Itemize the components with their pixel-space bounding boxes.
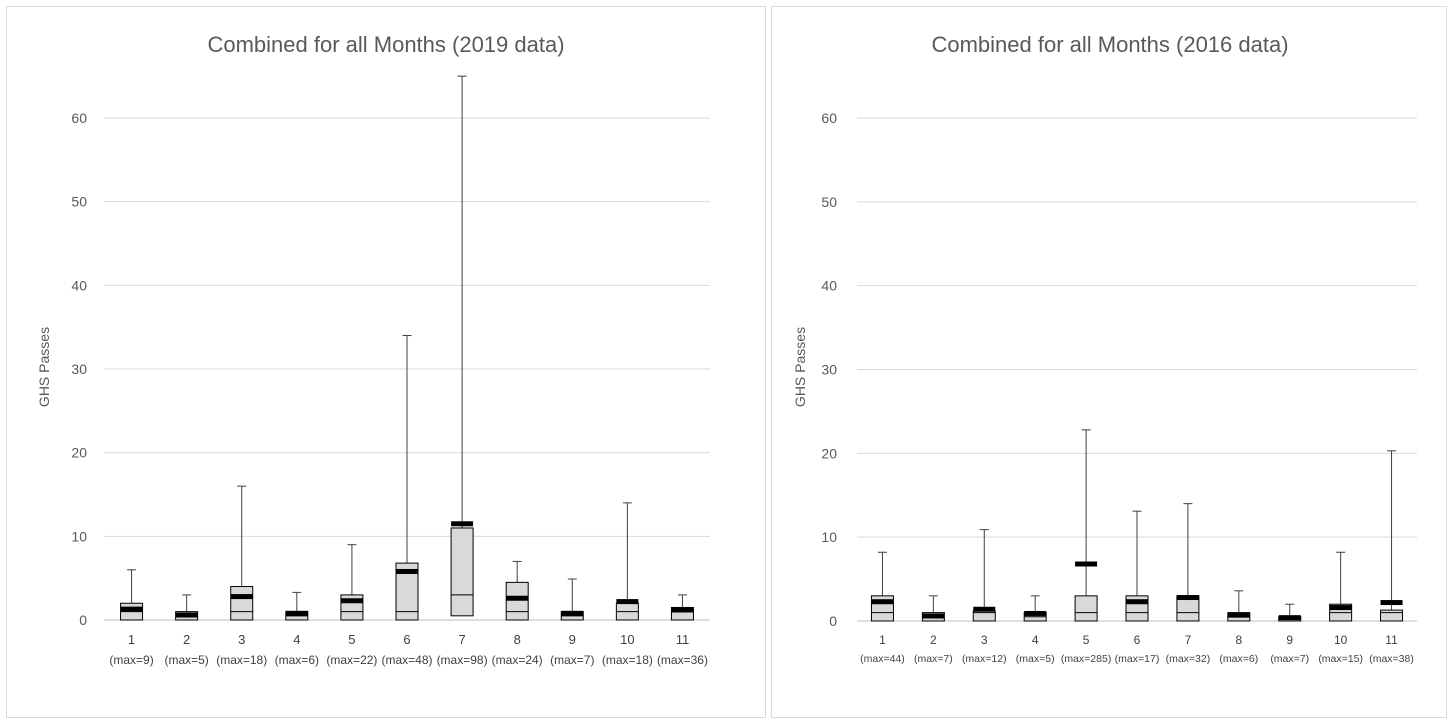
x-tick-note: (max=32) [1166,653,1211,665]
mean-marker [340,598,363,604]
x-tick-label: 6 [1134,633,1141,647]
mean-marker [285,610,308,616]
y-tick-label: 50 [71,194,87,210]
mean-marker [175,612,198,618]
x-tick-label: 1 [879,633,886,647]
x-tick-label: 10 [1334,633,1348,647]
y-tick-label: 40 [71,277,87,293]
y-tick-label: 50 [821,194,837,210]
box [395,562,419,621]
mean-marker [506,595,529,601]
x-tick-label: 8 [514,632,521,647]
x-tick-label: 4 [293,632,300,647]
chart-panel-2016: Combined for all Months (2016 data) GHS P… [771,6,1447,718]
x-tick-label: 8 [1235,633,1242,647]
x-tick-note: (max=24) [492,653,543,667]
x-tick-note: (max=44) [860,653,905,665]
x-tick-label: 3 [981,633,988,647]
mean-marker [230,594,253,600]
y-tick-label: 30 [821,362,837,378]
x-tick-label: 2 [183,632,190,647]
x-tick-label: 9 [569,632,576,647]
y-tick-label: 20 [821,445,837,461]
x-tick-note: (max=7) [914,653,953,665]
box [505,581,529,621]
mean-marker [616,599,639,605]
y-tick-label: 10 [71,528,87,544]
x-tick-label: 6 [403,632,410,647]
y-tick-label: 0 [829,613,837,629]
mean-marker [1329,605,1352,611]
mean-marker [1126,599,1148,605]
x-tick-note: (max=12) [962,653,1007,665]
x-tick-label: 7 [458,632,465,647]
mean-marker [973,606,996,612]
x-tick-label: 10 [620,632,634,647]
x-tick-label: 11 [1385,633,1398,647]
box [1380,609,1404,622]
chart-panel-2019: Combined for all Months (2019 data) GHS P… [6,6,766,718]
box [230,586,254,621]
y-tick-label: 60 [821,110,837,126]
x-tick-note: (max=36) [657,653,708,667]
x-tick-note: (max=18) [216,653,267,667]
y-tick-label: 40 [821,278,837,294]
x-tick-label: 1 [128,632,135,647]
x-tick-label: 2 [930,633,937,647]
box-chart-2019: Combined for all Months (2019 data) GHS P… [36,32,710,667]
mean-marker [451,521,474,527]
x-tick-note: (max=15) [1318,653,1363,665]
box [1074,595,1098,622]
x-tick-note: (max=98) [437,653,488,667]
x-tick-note: (max=5) [1016,653,1055,665]
chart-title: Combined for all Months (2016 data) [931,32,1288,57]
y-axis-title: GHS Passes [36,327,52,407]
x-tick-note: (max=9) [109,653,153,667]
x-tick-note: (max=48) [381,653,432,667]
x-tick-label: 5 [1083,633,1090,647]
x-tick-note: (max=22) [326,653,377,667]
x-tick-note: (max=7) [1270,653,1309,665]
mean-marker [396,568,418,574]
y-axis-title: GHS Passes [792,327,808,407]
mean-marker [1278,615,1301,621]
x-tick-label: 11 [676,632,690,647]
x-tick-note: (max=6) [1219,653,1258,665]
y-tick-label: 20 [71,445,87,461]
box [450,527,474,617]
x-tick-label: 9 [1286,633,1293,647]
y-tick-label: 10 [821,529,837,545]
mean-marker [1380,600,1403,606]
x-tick-note: (max=18) [602,653,653,667]
mean-marker [1024,610,1047,616]
mean-marker [1227,612,1250,618]
mean-marker [120,606,143,612]
x-tick-label: 4 [1032,633,1039,647]
y-tick-label: 0 [79,612,87,628]
mean-marker [1075,561,1098,567]
mean-marker [1176,595,1199,601]
mean-marker [561,610,584,616]
x-tick-note: (max=17) [1115,653,1160,665]
x-tick-note: (max=7) [550,653,594,667]
mean-marker [922,613,945,619]
box-chart-2016: Combined for all Months (2016 data) GHS P… [792,32,1417,665]
mean-marker [671,607,694,613]
x-tick-note: (max=5) [164,653,208,667]
x-tick-label: 5 [348,632,355,647]
mean-marker [871,599,894,605]
x-tick-label: 3 [238,632,245,647]
x-tick-note: (max=6) [275,653,319,667]
y-tick-label: 60 [71,110,87,126]
x-tick-label: 7 [1185,633,1192,647]
x-tick-note: (max=285) [1061,653,1111,665]
chart-title: Combined for all Months (2019 data) [207,32,564,57]
y-tick-label: 30 [71,361,87,377]
x-tick-note: (max=38) [1369,653,1414,665]
